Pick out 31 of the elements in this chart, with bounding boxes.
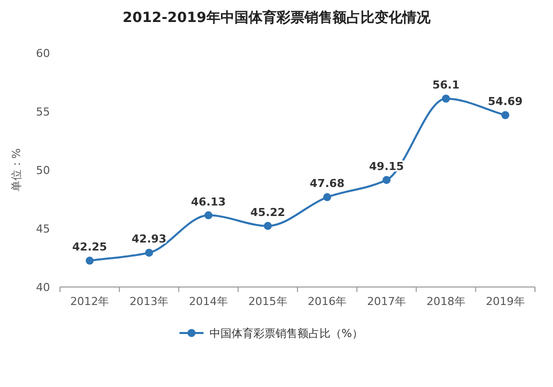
- x-tick-label: 2014年: [188, 295, 228, 308]
- y-tick-label: 60: [36, 47, 50, 60]
- point: [86, 256, 94, 265]
- point: [501, 111, 510, 120]
- x-tick-label: 2018年: [426, 295, 466, 308]
- y-axis-title: 单位：%: [10, 148, 23, 192]
- data-label: 54.69: [488, 95, 523, 108]
- data-label: 46.13: [191, 195, 226, 208]
- x-tick-label: 2019年: [486, 295, 525, 308]
- x-tick-label: 2012年: [70, 295, 110, 308]
- point: [323, 193, 332, 202]
- legend-label: 中国体育彩票销售额占比（%）: [210, 327, 363, 340]
- x-tick-label: 2013年: [130, 295, 169, 308]
- data-label: 42.25: [72, 240, 108, 254]
- point: [264, 222, 272, 230]
- y-tick-label: 45: [36, 222, 50, 236]
- x-tick-label: 2015年: [248, 295, 288, 308]
- chart-title: 2012-2019年中国体育彩票销售额占比变化情况: [122, 9, 432, 26]
- y-tick-label: 55: [36, 106, 50, 118]
- point: [204, 211, 212, 220]
- data-label: 56.1: [432, 78, 460, 92]
- x-tick-label: 2017年: [367, 295, 406, 308]
- data-label: 45.22: [250, 206, 286, 219]
- x-tick-label: 2016年: [308, 295, 347, 308]
- data-label: 42.93: [132, 232, 166, 246]
- data-label: 47.68: [310, 177, 345, 190]
- y-tick-label: 40: [36, 281, 50, 294]
- point: [442, 94, 450, 103]
- y-tick-label: 50: [36, 164, 50, 177]
- point: [145, 248, 154, 257]
- point: [382, 176, 391, 184]
